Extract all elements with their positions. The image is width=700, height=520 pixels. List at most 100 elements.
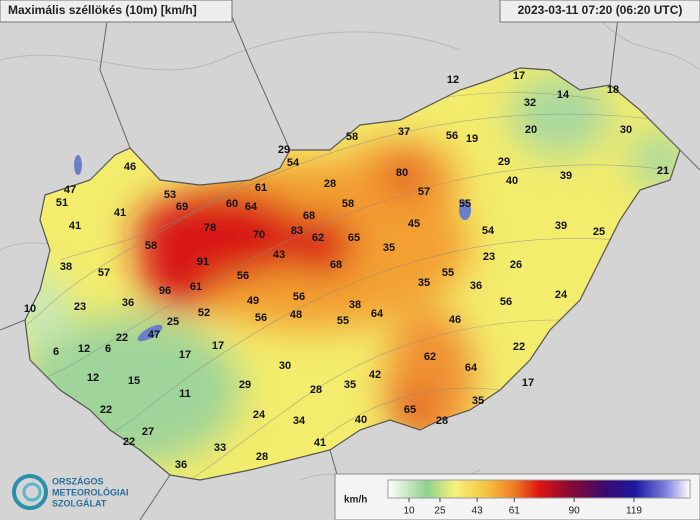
logo-line: METEOROLÓGIAI (52, 486, 129, 497)
station-value: 70 (253, 229, 265, 241)
station-value: 17 (513, 70, 525, 82)
station-value: 47 (64, 184, 76, 196)
station-value: 56 (237, 270, 249, 282)
station-value: 37 (398, 126, 410, 138)
station-value: 19 (466, 133, 478, 145)
station-value: 27 (142, 426, 154, 438)
station-value: 12 (78, 343, 90, 355)
station-value: 96 (159, 285, 171, 297)
station-value: 20 (525, 124, 537, 136)
station-value: 17 (522, 377, 534, 389)
station-value: 39 (555, 220, 567, 232)
station-value: 53 (164, 189, 176, 201)
station-value: 56 (446, 130, 458, 142)
station-value: 36 (122, 297, 134, 309)
station-value: 40 (506, 175, 518, 187)
station-value: 28 (256, 451, 268, 463)
station-value: 41 (314, 437, 326, 449)
station-value: 55 (442, 267, 454, 279)
station-value: 23 (483, 251, 495, 263)
station-value: 45 (408, 218, 420, 230)
station-value: 6 (53, 346, 59, 358)
station-value: 41 (114, 207, 126, 219)
station-value: 36 (175, 459, 187, 471)
lakes (74, 155, 471, 342)
station-value: 62 (424, 351, 436, 363)
station-value: 15 (128, 375, 140, 387)
station-value: 17 (179, 349, 191, 361)
station-value: 58 (145, 240, 157, 252)
station-value: 35 (383, 242, 395, 254)
station-value: 28 (436, 415, 448, 427)
station-value: 62 (312, 232, 324, 244)
station-value: 36 (470, 280, 482, 292)
station-value: 24 (555, 289, 568, 301)
station-value: 24 (253, 409, 266, 421)
station-value: 48 (290, 309, 302, 321)
station-value: 64 (245, 201, 258, 213)
station-value: 57 (418, 186, 430, 198)
station-value: 51 (56, 197, 68, 209)
station-value: 46 (449, 314, 461, 326)
station-value: 78 (204, 222, 216, 234)
legend-tick-label: 43 (472, 506, 484, 517)
logo: ORSZÁGOS METEOROLÓGIAI SZOLGÁLAT (12, 474, 129, 510)
station-value: 58 (346, 131, 358, 143)
station-value: 25 (167, 316, 179, 328)
station-value: 21 (657, 165, 669, 177)
station-value: 56 (255, 312, 267, 324)
station-value: 54 (287, 157, 300, 169)
station-value: 55 (459, 198, 471, 210)
station-value: 29 (278, 144, 290, 156)
station-value: 61 (255, 182, 267, 194)
legend: km/h 10 25 43 61 90 119 (334, 473, 700, 520)
station-value: 64 (371, 308, 384, 320)
station-value: 68 (330, 259, 342, 271)
station-value: 49 (247, 295, 259, 307)
station-value: 58 (342, 198, 354, 210)
station-value: 83 (291, 225, 303, 237)
timestamp: 2023-03-11 07:20 (06:20 UTC) (518, 3, 683, 17)
station-value: 22 (123, 436, 135, 448)
timestamp-box (499, 0, 700, 23)
station-value: 22 (116, 332, 128, 344)
legend-unit: km/h (344, 495, 367, 506)
station-value: 23 (74, 301, 86, 313)
legend-tick-label: 61 (509, 506, 521, 517)
legend-tick-label: 90 (569, 506, 581, 517)
station-value: 41 (69, 220, 81, 232)
station-value: 56 (293, 291, 305, 303)
station-value: 34 (293, 415, 306, 427)
station-value: 42 (369, 369, 381, 381)
station-value: 65 (348, 232, 360, 244)
station-value: 33 (214, 442, 226, 454)
station-value: 60 (226, 198, 238, 210)
station-value: 25 (593, 226, 605, 238)
station-value: 38 (349, 299, 361, 311)
station-value: 22 (100, 404, 112, 416)
station-value: 56 (500, 296, 512, 308)
station-value: 38 (60, 261, 72, 273)
station-value: 32 (524, 97, 536, 109)
station-value: 29 (498, 156, 510, 168)
station-value: 64 (465, 362, 478, 374)
station-value: 65 (404, 404, 416, 416)
legend-tick-label: 25 (434, 506, 446, 517)
station-value: 29 (239, 379, 251, 391)
station-value: 18 (607, 84, 619, 96)
station-value: 46 (124, 161, 136, 173)
station-value: 22 (513, 341, 525, 353)
logo-line: ORSZÁGOS (52, 476, 104, 486)
station-value: 12 (87, 372, 99, 384)
title: Maximális széllökés (10m) [km/h] (8, 3, 197, 17)
station-value: 12 (447, 74, 459, 86)
legend-tick-label: 119 (626, 506, 642, 517)
station-value: 26 (510, 259, 522, 271)
station-value: 91 (197, 256, 209, 268)
station-value: 35 (472, 395, 484, 407)
station-value: 10 (24, 303, 36, 315)
station-value: 57 (98, 267, 110, 279)
